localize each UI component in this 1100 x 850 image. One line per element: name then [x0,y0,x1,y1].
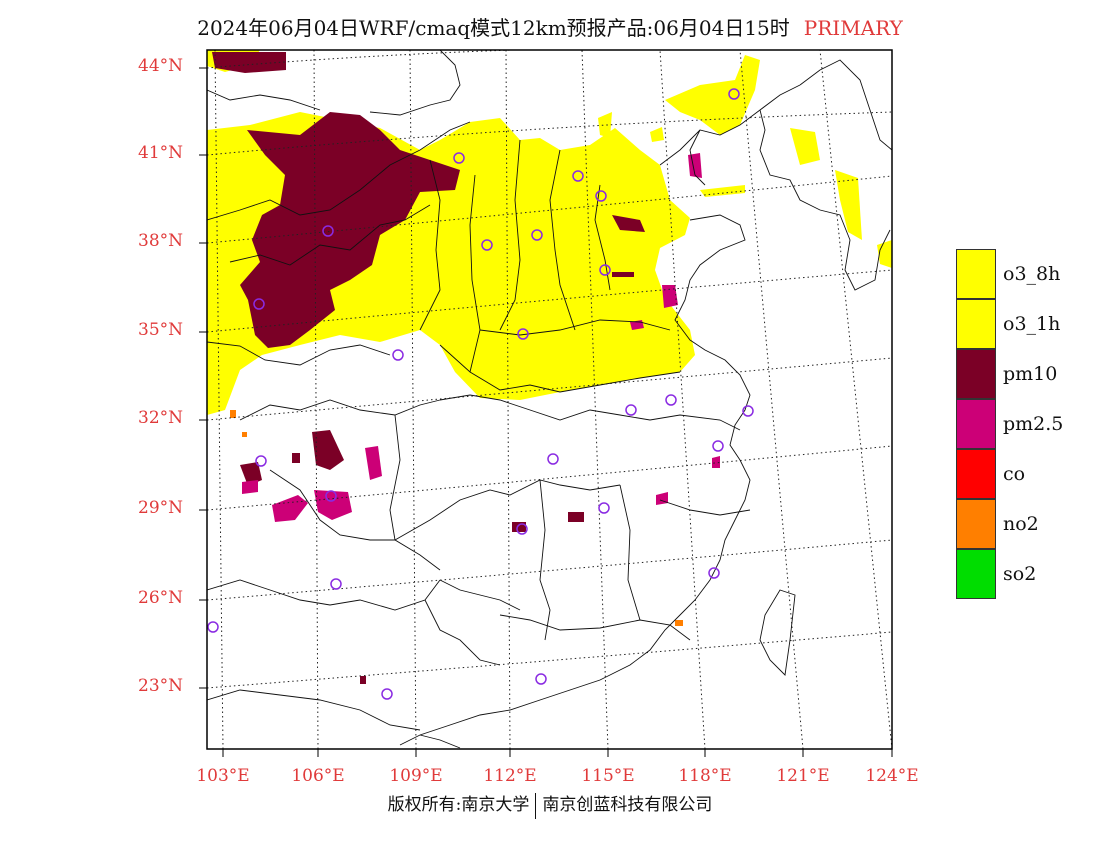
lat-label-44: 44°N [138,56,184,76]
primary-tag: PRIMARY [803,16,903,40]
station-marker [665,394,677,406]
map-title: 2024年06月04日WRF/cmaq模式12km预报产品:06月04日15时 P… [0,12,1100,41]
station-marker [599,264,611,276]
legend-swatch [956,499,996,549]
legend-swatch [956,549,996,599]
station-marker [708,567,720,579]
station-marker [572,170,584,182]
station-marker [742,405,754,417]
legend-label: so2 [1003,563,1037,585]
station-marker [531,229,543,241]
lon-label-109: 109°E [389,766,443,786]
legend-swatch [956,399,996,449]
lon-label-118: 118°E [678,766,732,786]
lon-label-121: 121°E [776,766,830,786]
station-marker [392,349,404,361]
legend-swatch [956,249,996,299]
legend-label: o3_8h [1003,263,1061,285]
station-marker [255,455,267,467]
map-title-main: 2024年06月04日WRF/cmaq模式12km预报产品:06月04日15时 [197,16,790,40]
station-marker [625,404,637,416]
legend-label: no2 [1003,513,1039,535]
lat-label-29: 29°N [138,498,184,518]
station-marker [330,578,342,590]
lon-label-112: 112°E [483,766,537,786]
legend-swatch [956,299,996,349]
lat-label-23: 23°N [138,676,184,696]
station-marker [516,523,528,535]
legend-swatch [956,349,996,399]
no2-region [230,410,683,626]
lat-label-35: 35°N [138,320,184,340]
legend-swatch [956,449,996,499]
lon-label-106: 106°E [291,766,345,786]
lon-label-115: 115°E [581,766,635,786]
station-marker [322,225,334,237]
lat-label-26: 26°N [138,588,184,608]
station-marker [207,621,219,633]
station-marker [595,190,607,202]
footer-divider [535,792,537,819]
lon-label-103: 103°E [196,766,250,786]
map-frame [206,49,893,750]
legend-label: co [1003,463,1026,485]
station-marker [547,453,559,465]
station-marker [253,298,265,310]
copyright-right: 南京创蓝科技有限公司 [542,795,713,815]
station-marker [381,688,393,700]
province-boundaries [207,50,892,749]
map-gridlines [207,50,892,749]
lat-label-38: 38°N [138,231,184,251]
pm10-region [212,52,645,684]
station-marker [453,152,465,164]
copyright-footer: 版权所有:南京大学 南京创蓝科技有限公司 [0,790,1100,819]
station-marker [517,328,529,340]
station-marker [598,502,610,514]
station-marker [325,490,337,502]
legend-label: pm2.5 [1003,413,1064,435]
legend-label: pm10 [1003,363,1058,385]
legend-label: o3_1h [1003,313,1061,335]
monitoring-stations [207,88,754,700]
lat-label-32: 32°N [138,408,184,428]
station-marker [535,673,547,685]
lat-label-41: 41°N [138,143,184,163]
station-marker [712,440,724,452]
lon-label-124: 124°E [865,766,919,786]
station-marker [481,239,493,251]
axis-ticks [199,67,893,757]
station-marker [728,88,740,100]
copyright-left: 版权所有:南京大学 [387,795,530,815]
